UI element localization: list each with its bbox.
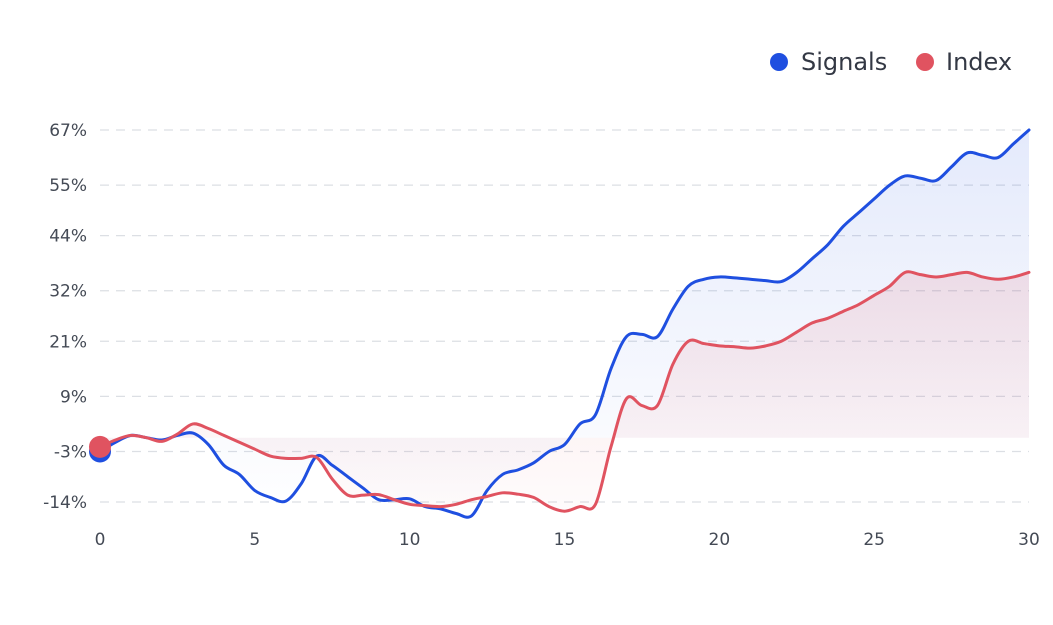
x-tick-label: 25 (863, 530, 885, 550)
y-tick-label: -3% (54, 442, 87, 462)
y-tick-label: 21% (49, 332, 87, 352)
x-tick-label: 10 (399, 530, 421, 550)
series-line-signals[interactable] (98, 128, 1031, 519)
x-tick-label: 30 (1018, 530, 1040, 550)
x-tick-label: 0 (95, 530, 106, 550)
x-tick-label: 20 (709, 530, 731, 550)
y-tick-label: 9% (60, 387, 87, 407)
x-tick-label: 5 (249, 530, 260, 550)
y-tick-label: 44% (49, 227, 87, 247)
x-axis: 0 5 10 15 20 25 30 (95, 530, 1040, 550)
area-fills (100, 130, 1029, 518)
start-markers (89, 435, 111, 463)
area-fill-index (100, 271, 1029, 512)
legend-marker-signals (770, 53, 788, 71)
legend: Signals Index (770, 48, 1012, 76)
legend-label-signals: Signals (801, 48, 887, 76)
legend-label-index: Index (946, 48, 1012, 76)
y-tick-label: 55% (49, 176, 87, 196)
series-line-index[interactable] (98, 270, 1031, 513)
y-axis: -14% -3% 9% 21% 32% 44% 55% 67% (43, 121, 87, 513)
y-tick-label: -14% (43, 493, 87, 513)
legend-marker-index (916, 53, 934, 71)
y-tick-label: 67% (49, 121, 87, 141)
x-tick-label: 15 (554, 530, 576, 550)
data-point-index[interactable] (89, 435, 111, 458)
y-tick-label: 32% (49, 282, 87, 302)
series-lines (98, 128, 1031, 519)
legend-item-index[interactable]: Index (916, 48, 1012, 76)
legend-item-signals[interactable]: Signals (770, 48, 887, 76)
